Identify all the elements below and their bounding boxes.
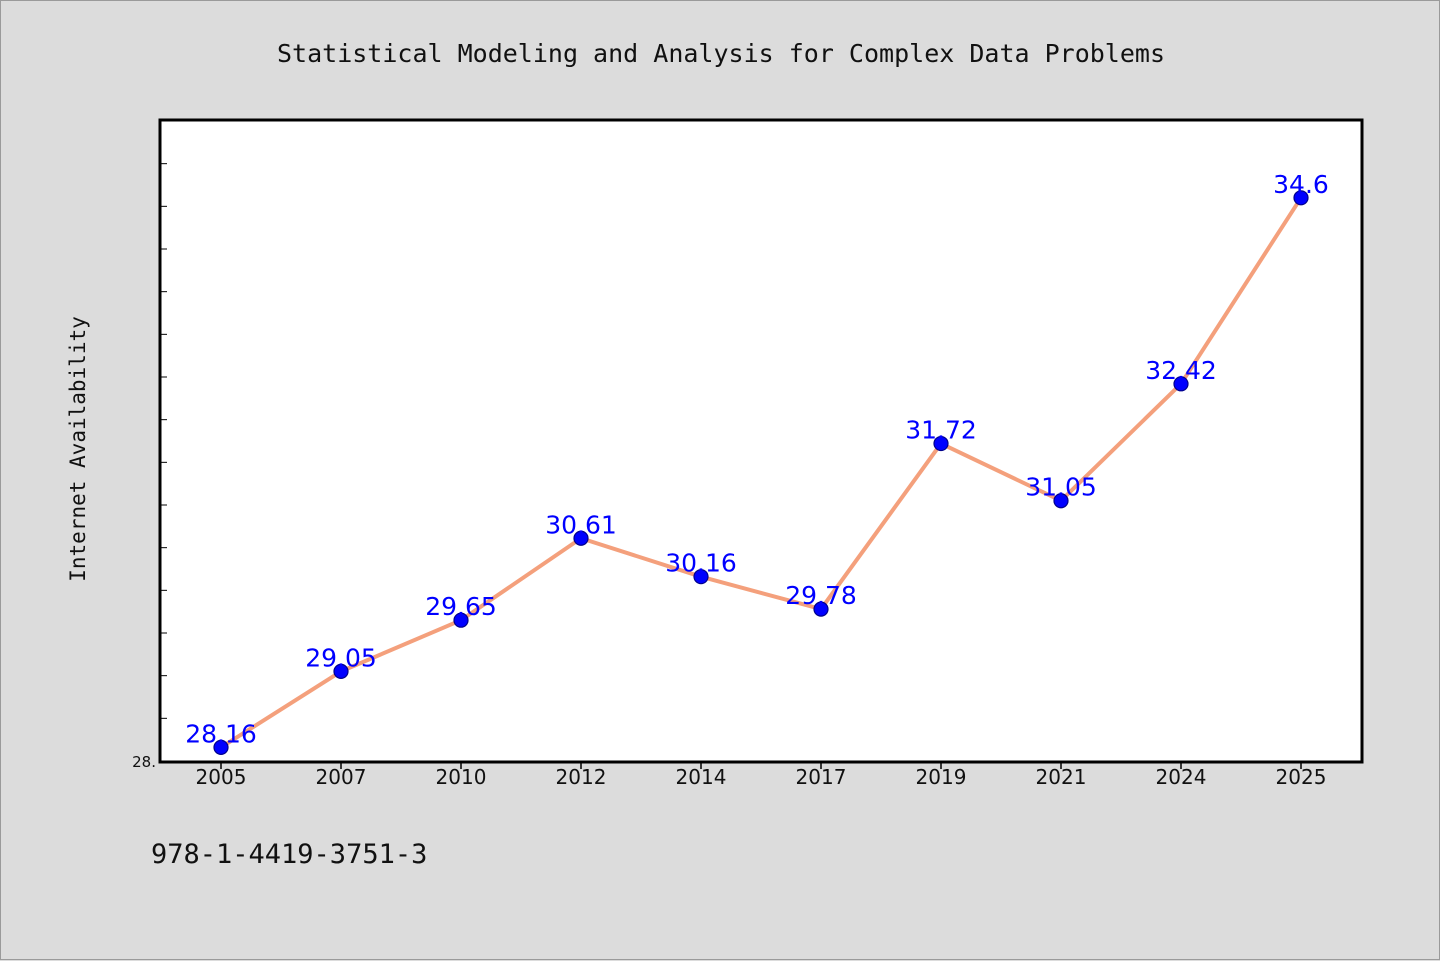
series-line [219,195,1303,750]
x-tick-label-2012: 2012 [556,765,607,789]
data-point-2019 [933,435,949,452]
y-tick-label: 28. [132,753,156,771]
data-label-2025: 34.6 [1273,170,1329,199]
data-label-2007: 29.05 [305,643,377,672]
data-label-2019: 31.72 [905,416,977,445]
x-tick-label-2010: 2010 [436,765,487,789]
x-tick-label-2021: 2021 [1036,765,1087,789]
data-label-2010: 29.65 [425,592,497,621]
data-markers [213,190,1309,755]
plot-area [158,118,1364,764]
data-point-2017 [813,601,829,617]
data-label-2017: 29.78 [785,581,857,610]
data-point-2021 [1053,493,1069,509]
x-tick-label-2024: 2024 [1156,765,1207,789]
x-tick-label-2005: 2005 [196,765,247,789]
isbn-text: 978-1-4419-3751-3 [151,839,427,870]
data-label-2012: 30.61 [545,510,617,539]
x-tick-label-2014: 2014 [676,765,727,789]
data-point-2014 [693,569,709,585]
data-point-2012 [573,530,589,546]
data-label-2005: 28.16 [185,719,257,748]
data-point-2010 [453,612,469,628]
x-tick-label-2025: 2025 [1276,765,1327,789]
x-tick-label-2017: 2017 [796,765,847,789]
data-labels: 28.16 29.05 29.65 30.61 30.16 29.78 31.72 31.05… [185,170,1329,749]
y-axis-minor-ticks [160,163,167,719]
data-label-2021: 31.05 [1025,473,1097,502]
x-axis: 2005 2007 2010 2012 2014 2017 2019 2021 2024 2025 [196,762,1327,789]
series-line-group [219,195,1303,750]
data-point-2024 [1173,376,1189,392]
y-axis-label: Internet Availability [66,316,90,582]
x-tick-label-2019: 2019 [916,765,967,789]
chart-title: Statistical Modeling and Analysis for Co… [277,39,1165,68]
data-label-2014: 30.16 [665,549,737,578]
data-point-2007 [333,663,349,680]
data-point-2005 [213,739,229,755]
data-point-2025 [1293,190,1309,206]
x-tick-label-2007: 2007 [316,765,367,789]
data-label-2024: 32.42 [1145,356,1217,385]
